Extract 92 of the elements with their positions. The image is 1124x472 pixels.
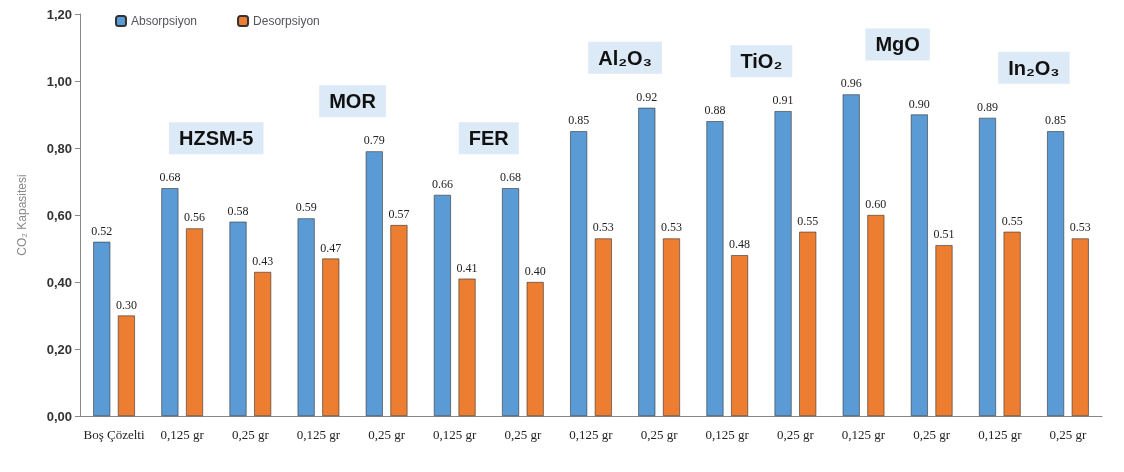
x-tick-label: 0,25 gr <box>504 426 542 442</box>
bar <box>978 117 996 416</box>
y-tick-label: 1,20 <box>46 6 72 22</box>
annotation: In₂O₃ <box>1008 56 1060 79</box>
annotation: HZSM-5 <box>179 127 254 150</box>
bar <box>322 258 340 416</box>
bar <box>594 238 612 416</box>
data-label: 0.68 <box>500 170 522 185</box>
bar <box>433 194 451 416</box>
data-label: 0.91 <box>772 93 794 108</box>
data-label: 0.52 <box>91 223 113 238</box>
y-tick-label: 0,60 <box>46 207 72 223</box>
data-label: 0.96 <box>840 76 862 91</box>
data-label: 0.55 <box>797 213 819 228</box>
y-tick-label: 0,40 <box>46 274 72 290</box>
bar <box>365 151 383 416</box>
data-label: 0.79 <box>363 133 385 148</box>
legend-label: Absorpsiyon <box>131 14 198 28</box>
bar <box>935 245 953 416</box>
data-label: 0.48 <box>729 237 751 252</box>
x-tick-label: 0,125 gr <box>978 426 1023 442</box>
annotation: MgO <box>875 33 920 56</box>
x-tick-label: 0,25 gr <box>231 426 270 442</box>
y-tick-label: 1,00 <box>46 73 72 89</box>
y-tick-label: 0,00 <box>46 408 72 424</box>
bar <box>297 218 315 416</box>
data-label: 0.89 <box>976 99 998 114</box>
x-tick-label: Boş Çözelti <box>83 426 145 442</box>
annotation: Al₂O₃ <box>598 46 652 69</box>
data-label: 0.47 <box>320 240 342 255</box>
annotation: TiO₂ <box>740 50 783 73</box>
bar <box>161 188 179 416</box>
data-label: 0.53 <box>592 220 614 235</box>
bar <box>638 107 656 416</box>
data-label: 0.92 <box>636 89 658 104</box>
x-tick-label: 0,125 gr <box>296 426 341 442</box>
x-tick-label: 0,25 gr <box>368 426 406 442</box>
x-tick-label: 0,125 gr <box>705 426 750 442</box>
bar <box>1003 231 1021 416</box>
x-tick-label: 0,125 gr <box>569 426 614 442</box>
data-label: 0.43 <box>252 253 274 268</box>
y-axis-title: CO₂ Kapasitesi <box>15 174 29 256</box>
data-label: 0.30 <box>115 297 137 312</box>
data-label: 0.58 <box>227 203 249 218</box>
bar <box>502 188 520 416</box>
data-label: 0.41 <box>456 260 478 275</box>
bar <box>799 231 817 416</box>
data-label: 0.60 <box>865 197 887 211</box>
data-label: 0.40 <box>524 264 546 278</box>
data-label: 0.68 <box>159 170 181 185</box>
bar <box>1071 238 1089 416</box>
bar <box>117 315 135 416</box>
bar <box>186 228 204 416</box>
bar <box>774 111 792 416</box>
annotation: FER <box>468 127 510 150</box>
bar <box>254 271 272 416</box>
bar <box>526 282 544 416</box>
x-tick-label: 0,25 gr <box>1049 426 1088 442</box>
bar <box>93 241 111 416</box>
x-tick-label: 0,25 gr <box>776 426 815 442</box>
bar <box>458 278 476 416</box>
bar <box>706 121 724 416</box>
data-label: 0.90 <box>908 96 930 111</box>
data-label: 0.55 <box>1001 213 1023 228</box>
legend-label: Desorpsiyon <box>253 14 320 28</box>
x-tick-label: 0,125 gr <box>433 426 478 442</box>
bar <box>229 221 247 416</box>
data-label: 0.57 <box>388 207 410 222</box>
data-label: 0.85 <box>1045 113 1067 128</box>
y-tick-label: 0,80 <box>46 140 72 156</box>
data-label: 0.53 <box>1069 220 1091 235</box>
bar <box>731 255 749 416</box>
x-tick-label: 0,25 gr <box>640 426 679 442</box>
data-label: 0.53 <box>660 220 682 235</box>
data-label: 0.56 <box>184 210 206 225</box>
bar <box>842 94 860 416</box>
data-label: 0.85 <box>568 113 590 128</box>
data-label: 0.88 <box>704 103 726 118</box>
x-tick-label: 0,125 gr <box>841 426 886 442</box>
bar <box>1047 131 1065 416</box>
x-tick-label: 0,25 gr <box>913 426 951 442</box>
annotation: MOR <box>329 90 377 113</box>
bar <box>662 238 680 416</box>
x-tick-label: 0,125 gr <box>160 426 205 442</box>
bar <box>910 114 928 416</box>
y-tick-label: 0,20 <box>46 341 72 357</box>
data-label: 0.51 <box>933 227 955 242</box>
bar <box>390 225 408 416</box>
data-label: 0.59 <box>295 200 317 215</box>
bar <box>570 131 588 416</box>
data-label: 0.66 <box>431 176 453 191</box>
bar <box>867 215 885 416</box>
